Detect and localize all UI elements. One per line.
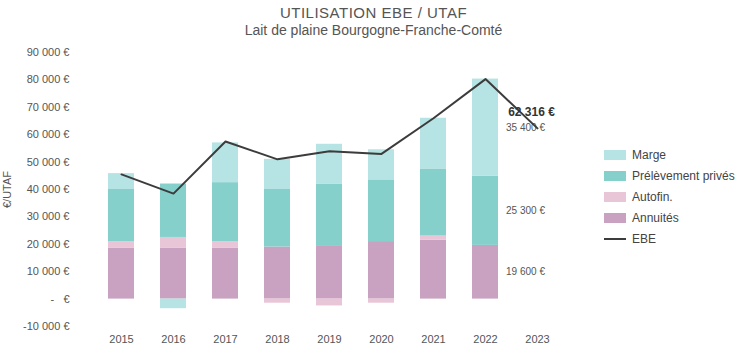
- svg-text:35 400 €: 35 400 €: [506, 122, 545, 133]
- svg-text:2023: 2023: [525, 333, 549, 345]
- svg-text:-10 000 €: -10 000 €: [23, 320, 69, 332]
- html-text:Marge: Marge: [632, 148, 666, 162]
- svg-text:90 000 €: 90 000 €: [27, 46, 70, 58]
- svg-text:- €: - €: [51, 293, 70, 305]
- svg-text:19 600 €: 19 600 €: [506, 266, 545, 277]
- html-text:UTILISATION EBE / UTAF: UTILISATION EBE / UTAF: [279, 4, 468, 21]
- svg-text:70 000 €: 70 000 €: [27, 101, 70, 113]
- svg-text:30 000 €: 30 000 €: [27, 210, 70, 222]
- svg-text:80 000 €: 80 000 €: [27, 73, 70, 85]
- html-text:Lait de plaine Bourgogne-Franc: Lait de plaine Bourgogne-Franche-Comté: [244, 22, 503, 38]
- svg-text:62 316 €: 62 316 €: [508, 105, 555, 119]
- svg-text:2017: 2017: [213, 333, 237, 345]
- html-text:Prélèvement privés: Prélèvement privés: [632, 169, 735, 183]
- html-text:Annuités: Annuités: [632, 211, 679, 225]
- svg-text:2015: 2015: [109, 333, 133, 345]
- svg-text:10 000 €: 10 000 €: [27, 265, 70, 277]
- svg-text:2018: 2018: [265, 333, 289, 345]
- svg-text:2022: 2022: [473, 333, 497, 345]
- svg-text:2020: 2020: [369, 333, 393, 345]
- svg-text:2021: 2021: [421, 333, 445, 345]
- svg-text:20 000 €: 20 000 €: [27, 238, 70, 250]
- svg-text:2016: 2016: [161, 333, 185, 345]
- html-text:Autofin.: Autofin.: [632, 190, 673, 204]
- svg-text:€/UTAF: €/UTAF: [1, 171, 13, 208]
- html-text:EBE: EBE: [632, 232, 656, 246]
- svg-text:60 000 €: 60 000 €: [27, 128, 70, 140]
- svg-text:2019: 2019: [317, 333, 341, 345]
- svg-text:25 300 €: 25 300 €: [506, 205, 545, 216]
- svg-text:50 000 €: 50 000 €: [27, 156, 70, 168]
- svg-text:40 000 €: 40 000 €: [27, 183, 70, 195]
